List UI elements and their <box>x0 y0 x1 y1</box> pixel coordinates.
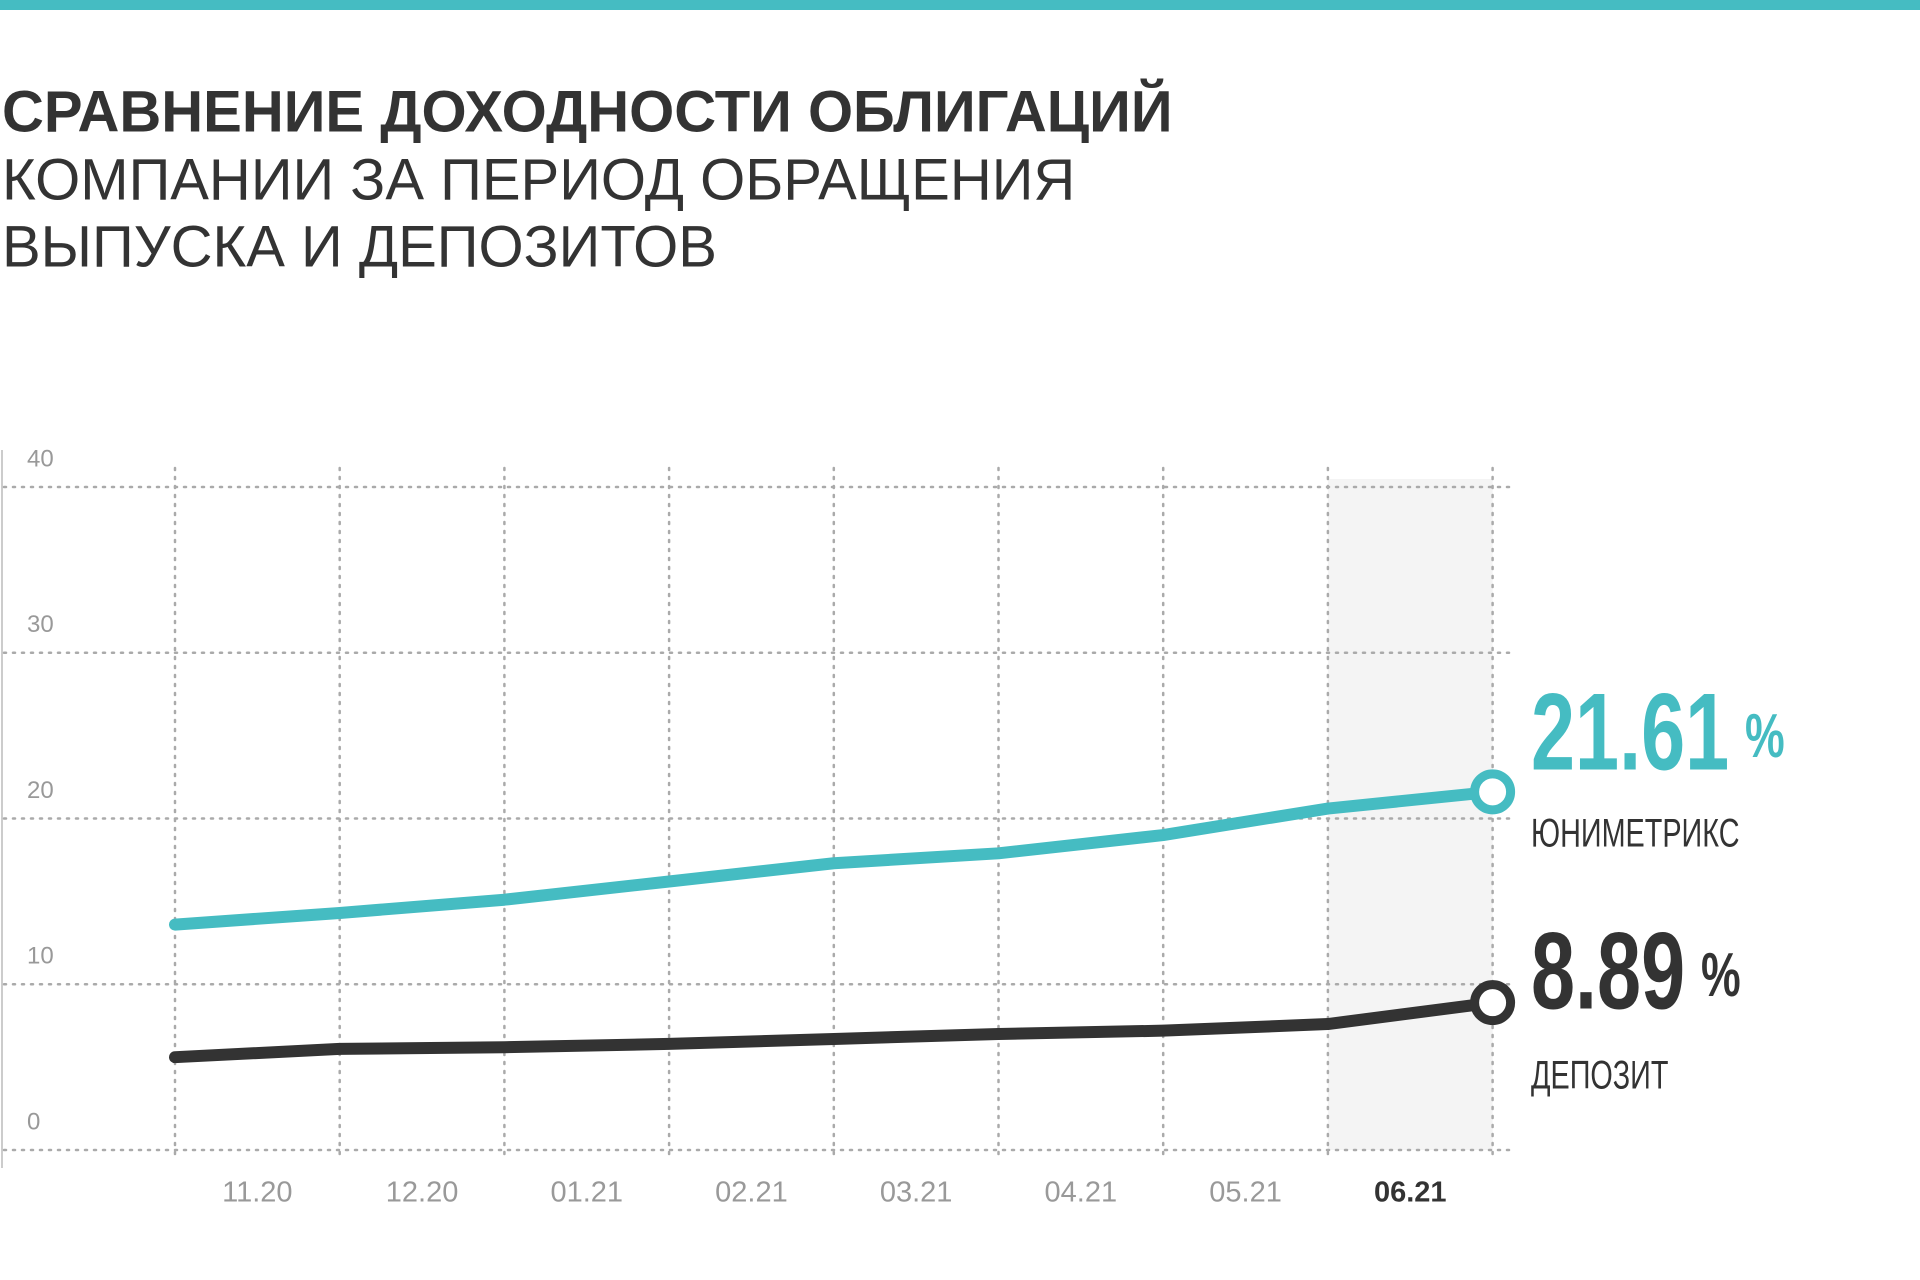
value-label: 8.89% <box>1531 910 1741 1033</box>
end-marker <box>1470 769 1516 815</box>
value-number: 21.61 <box>1531 671 1729 794</box>
chart-subtitle: КОМПАНИИ ЗА ПЕРИОД ОБРАЩЕНИЯ <box>2 147 1075 212</box>
line <box>169 785 1499 931</box>
y-tick-label: 0 <box>27 1108 40 1135</box>
legend-label: ДЕПОЗИТ <box>1531 1053 1668 1098</box>
value-label: 21.61% <box>1531 671 1785 794</box>
line <box>169 996 1499 1064</box>
end-label: 21.61 %ЮНИМЕТРИКС <box>1531 671 1785 855</box>
x-tick-label: 02.21 <box>715 1177 788 1209</box>
highlight-column <box>1327 479 1493 1150</box>
x-tick-label: 01.21 <box>550 1177 623 1209</box>
x-tick-label: 03.21 <box>880 1177 953 1209</box>
x-tick-label: 06.21 <box>1374 1177 1447 1209</box>
y-tick-label: 40 <box>27 445 54 472</box>
value-unit: % <box>1701 941 1741 1010</box>
y-tick-label: 10 <box>27 943 54 970</box>
x-tick-label: 05.21 <box>1209 1177 1282 1209</box>
chart-title: СРАВНЕНИЕ ДОХОДНОСТИ ОБЛИГАЦИЙ <box>2 79 1173 144</box>
value-number: 8.89 <box>1531 910 1685 1033</box>
x-tick-label: 11.20 <box>222 1177 292 1209</box>
end-marker <box>1470 980 1516 1026</box>
end-label: 8.89 % ДЕПОЗИТ <box>1531 910 1741 1097</box>
x-tick-label: 12.20 <box>386 1177 459 1209</box>
legend-label: ЮНИМЕТРИКС <box>1531 811 1739 856</box>
x-tick-label: 04.21 <box>1045 1177 1118 1209</box>
chart-subtitle: ВЫПУСКА И ДЕПОЗИТОВ <box>2 214 717 279</box>
top-bar <box>0 0 1920 10</box>
y-tick-label: 30 <box>27 611 54 638</box>
value-unit: % <box>1745 702 1785 771</box>
y-tick-label: 20 <box>27 777 54 804</box>
